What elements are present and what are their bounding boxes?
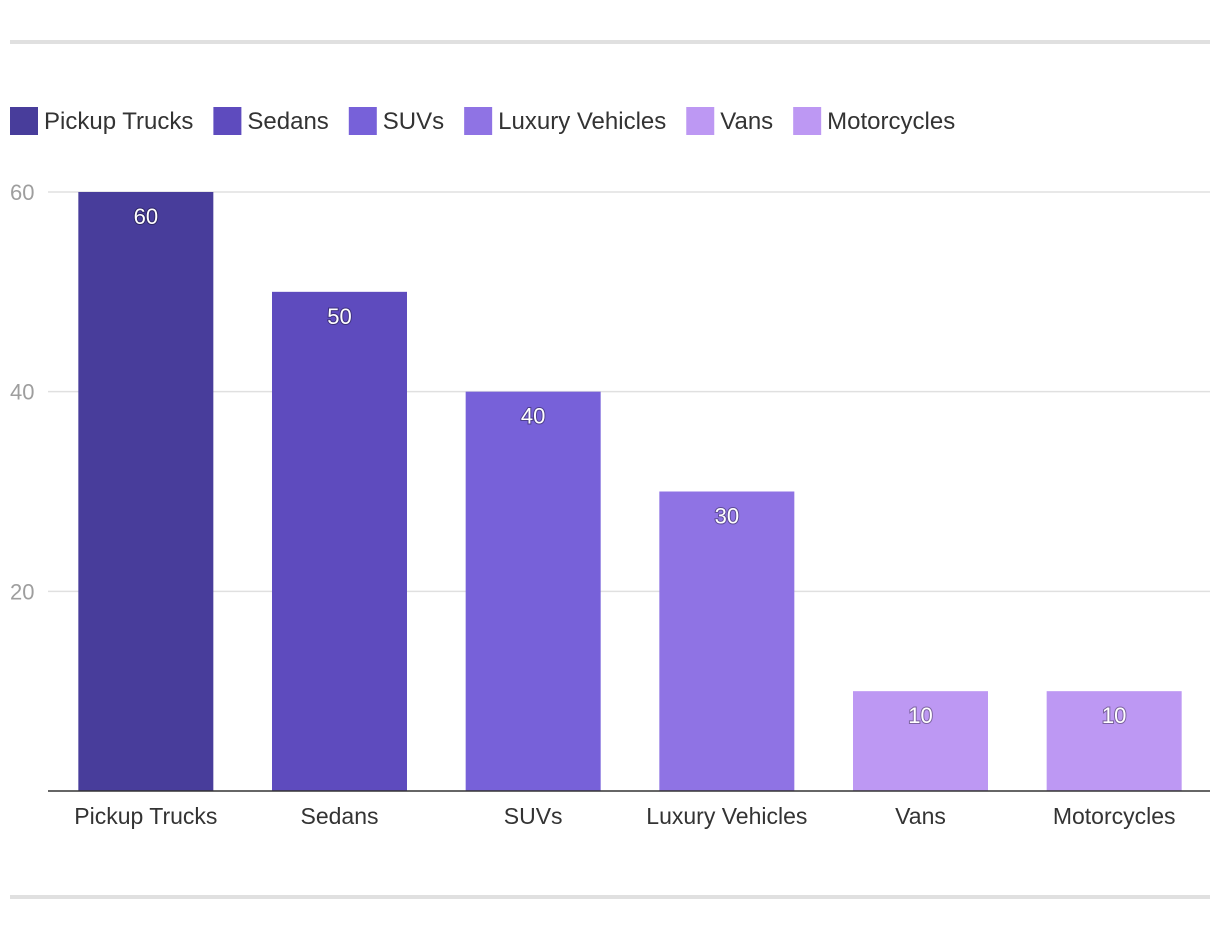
x-axis: Pickup Trucks Sedans SUVs Luxury Vehicles Va… [48,790,1210,829]
top-divider [10,40,1210,44]
legend-label-motorcycles: Motorcycles [827,108,955,135]
legend-swatch-motorcycles [793,107,822,135]
x-tick-label-luxury-vehicles: Luxury Vehicles [646,803,807,829]
legend-label-luxury-vehicles: Luxury Vehicles [498,108,666,135]
legend-swatch-luxury-vehicles [464,107,493,135]
legend-label-suvs: SUVs [383,108,444,135]
bar-value-label-luxury-vehicles: 30 [715,504,739,529]
chart-bars: 60 50 40 30 10 10 [78,192,1182,791]
bar-value-label-vans: 10 [908,703,932,728]
chart-legend: Pickup Trucks Sedans SUVs Luxury Vehicles Va… [10,107,955,135]
bar-suvs [465,391,601,791]
legend-swatch-sedans [213,107,242,135]
x-tick-label-suvs: SUVs [504,803,563,829]
x-tick-label-motorcycles: Motorcycles [1053,803,1176,829]
legend-label-sedans: Sedans [247,108,328,135]
bottom-divider [10,895,1210,899]
legend-swatch-pickup-trucks [10,107,38,135]
legend-swatch-vans [686,107,715,135]
bar-value-label-motorcycles: 10 [1102,703,1126,728]
y-tick-label-20: 20 [10,579,34,604]
x-tick-label-sedans: Sedans [300,803,378,829]
bar-motorcycles [1046,691,1182,791]
legend-label-pickup-trucks: Pickup Trucks [44,108,193,135]
chart-gridlines [48,191,1210,593]
y-axis: 20 40 60 [10,180,34,604]
x-tick-label-vans: Vans [895,803,946,829]
legend-label-vans: Vans [720,108,773,135]
y-tick-label-60: 60 [10,180,34,205]
legend-swatch-suvs [348,107,377,135]
bar-vans [853,691,988,791]
bar-luxury-vehicles [659,491,795,791]
x-tick-label-pickup-trucks: Pickup Trucks [74,803,217,829]
bar-pickup-trucks [78,192,214,791]
bar-value-label-pickup-trucks: 60 [134,204,158,229]
y-tick-label-40: 40 [10,380,34,405]
bar-value-label-suvs: 40 [521,404,545,429]
bar-sedans [272,291,407,791]
bar-value-label-sedans: 50 [327,304,351,329]
